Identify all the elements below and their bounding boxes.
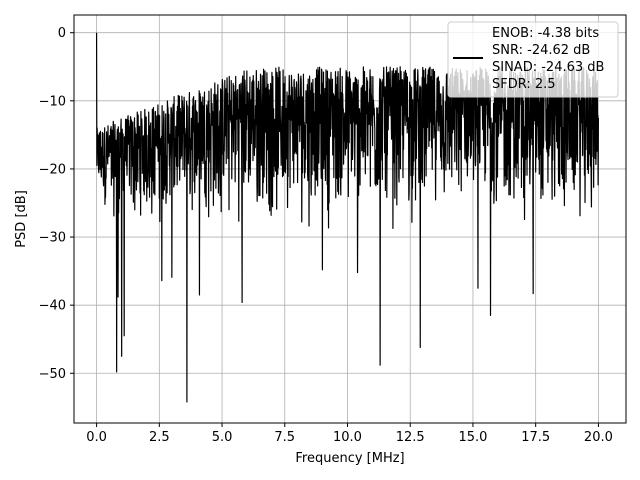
x-tick-label: 12.5 — [396, 430, 425, 445]
y-tick-label: −20 — [39, 162, 66, 177]
psd-line — [95, 32, 599, 403]
plot-frame — [73, 14, 627, 424]
x-tick-label: 0.0 — [86, 430, 107, 445]
y-tick-label: −40 — [39, 299, 66, 314]
x-tick-label: 15.0 — [458, 430, 487, 445]
y-axis-label: PSD [dB] — [14, 190, 29, 248]
x-axis-label: Frequency [MHz] — [295, 451, 404, 466]
legend-box — [447, 21, 619, 98]
legend: ENOB: -4.38 bits SNR: -24.62 dB SINAD: -… — [447, 21, 619, 98]
x-tick-label: 2.5 — [149, 430, 170, 445]
x-tick-label: 10.0 — [333, 430, 362, 445]
psd-series — [95, 32, 599, 403]
legend-enob-text: ENOB: -4.38 bits — [492, 26, 599, 41]
x-tick-label: 5.0 — [212, 430, 233, 445]
legend-snr-text: SNR: -24.62 dB — [492, 43, 590, 58]
y-tick-label: 0 — [58, 26, 66, 41]
y-tick-label: −50 — [39, 367, 66, 382]
legend-sinad-text: SINAD: -24.63 dB — [492, 60, 604, 75]
y-tick-label: −30 — [39, 231, 66, 246]
x-tick-label: 20.0 — [584, 430, 613, 445]
x-tick-label: 7.5 — [274, 430, 295, 445]
legend-sfdr-text: SFDR: 2.5 — [492, 77, 556, 92]
x-tick-label: 17.5 — [521, 430, 550, 445]
y-tick-label: −10 — [39, 94, 66, 109]
axis-ticks: 0.0 2.5 5.0 7.5 10.0 12.5 15.0 17.5 20.0 0 −10 −20 −… — [39, 26, 613, 445]
